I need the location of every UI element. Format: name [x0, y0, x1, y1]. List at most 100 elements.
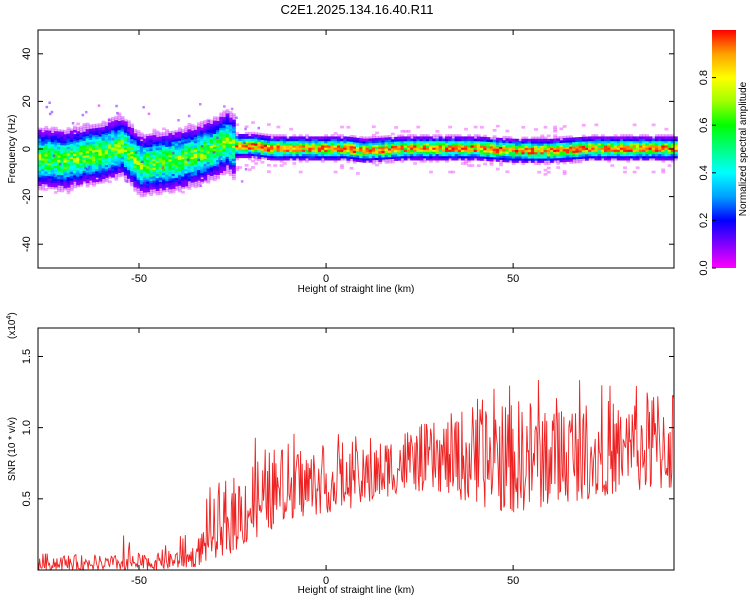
spectrogram-cell	[324, 155, 328, 159]
spectrogram-cell	[120, 141, 125, 145]
spectrogram-cell	[133, 144, 138, 147]
spectrogram-cell	[454, 153, 459, 157]
spectrogram-cell	[623, 151, 627, 155]
spectrogram-cell	[235, 131, 239, 135]
spectrogram-cell	[117, 151, 122, 154]
spectrogram-cell	[41, 136, 45, 140]
spectrogram-cell	[438, 151, 443, 155]
spectrogram-cell	[286, 138, 290, 142]
spectrogram-cell	[648, 151, 653, 155]
spectrogram-cell	[639, 151, 643, 155]
spectrogram-cell	[130, 181, 134, 185]
spectrogram-cell	[181, 137, 185, 140]
spectrogram-cell	[559, 136, 564, 139]
spectrogram-cell	[340, 138, 344, 142]
spectrogram-cell	[149, 142, 154, 145]
spectrogram-cell	[243, 141, 246, 144]
spectrogram-cell	[238, 134, 243, 137]
spectrogram-cell	[133, 139, 138, 143]
spectrogram-cell	[623, 134, 627, 137]
x-tick-label: -50	[131, 273, 147, 285]
spectrogram-cell	[340, 166, 344, 170]
spectrogram-cell	[654, 157, 659, 161]
spectrogram-cell	[97, 104, 101, 107]
spectrogram-cell	[406, 138, 411, 142]
spectrogram-cell	[79, 130, 84, 134]
spectrogram-cell	[333, 138, 338, 142]
spectrogram-cell	[133, 184, 138, 188]
spectrogram-cell	[53, 161, 58, 164]
spectrogram-cell	[44, 126, 49, 129]
spectrogram-cell	[279, 136, 284, 140]
spectrogram-cell	[527, 149, 532, 153]
spectrogram-cell	[200, 151, 204, 154]
spectrogram-cell	[41, 140, 45, 144]
spectrogram-cell	[57, 157, 61, 160]
spectrogram-cell	[152, 173, 157, 177]
spectrogram-cell	[244, 146, 249, 150]
spectrogram-cell	[257, 147, 262, 151]
spectrogram-cell	[73, 181, 77, 184]
spectrogram-cell	[394, 151, 398, 155]
spectrogram-cell	[540, 138, 545, 142]
spectrogram-cell	[222, 136, 227, 139]
spectrogram-cell	[63, 149, 68, 152]
spectrogram-cell	[146, 174, 150, 178]
spectrogram-cell	[365, 142, 370, 146]
spectrogram-cell	[321, 149, 325, 152]
spectrogram-cell	[238, 144, 243, 148]
spectrogram-cell	[588, 145, 592, 148]
spectrogram-cell	[247, 153, 252, 156]
spectrogram-cell	[136, 145, 141, 148]
spectrogram-cell	[168, 158, 173, 162]
spectrogram-cell	[212, 146, 217, 149]
spectrogram-cell	[330, 138, 335, 142]
spectrogram-cell	[60, 138, 65, 141]
spectrogram-cell	[515, 153, 519, 157]
spectrogram-cell	[371, 125, 376, 129]
spectrogram-cell	[85, 180, 90, 184]
spectrogram-cell	[228, 158, 233, 161]
spectrogram-cell	[104, 143, 109, 146]
spectrogram-cell	[85, 154, 90, 158]
spectrogram-cell	[394, 154, 398, 157]
spectrogram-cell	[203, 137, 208, 140]
spectrogram-cell	[38, 174, 42, 178]
spectrogram-cell	[82, 148, 87, 152]
spectrogram-cell	[38, 168, 42, 171]
spectrogram-cell	[270, 140, 274, 144]
spectrogram-cell	[330, 149, 335, 152]
spectrogram-cell	[69, 156, 74, 160]
spectrogram-cell	[483, 141, 487, 144]
spectrogram-cell	[260, 160, 265, 164]
spectrogram-cell	[397, 136, 402, 140]
spectrogram-cell	[76, 165, 80, 169]
spectrogram-cell	[228, 171, 233, 174]
spectrogram-cell	[206, 150, 211, 154]
spectrogram-cell	[387, 139, 392, 143]
spectrogram-cell	[492, 152, 497, 156]
spectrogram-cell	[292, 149, 297, 152]
spectrogram-cell	[155, 190, 160, 194]
spectrogram-cell	[133, 182, 138, 186]
spectrogram-cell	[585, 153, 589, 157]
spectrogram-cell	[508, 140, 513, 144]
spectrogram-cell	[228, 149, 233, 153]
spectrogram-cell	[209, 123, 214, 127]
spectrogram-cell	[222, 146, 227, 150]
spectrogram-cell	[142, 153, 147, 157]
spectrogram-cell	[336, 155, 341, 159]
spectrogram-cell	[212, 176, 217, 179]
spectrogram-cell	[66, 135, 71, 139]
spectrogram-cell	[111, 162, 115, 165]
spectrogram-cell	[41, 134, 45, 137]
spectrogram-cell	[308, 145, 313, 148]
spectrogram-cell	[632, 140, 637, 144]
spectrogram-cell	[289, 145, 293, 148]
spectrogram-cell	[216, 127, 220, 130]
spectrogram-cell	[639, 153, 643, 157]
spectrogram-cell	[120, 169, 125, 173]
spectrogram-cell	[209, 126, 214, 129]
spectrogram-cell	[585, 145, 589, 148]
spectrogram-cell	[162, 185, 166, 188]
